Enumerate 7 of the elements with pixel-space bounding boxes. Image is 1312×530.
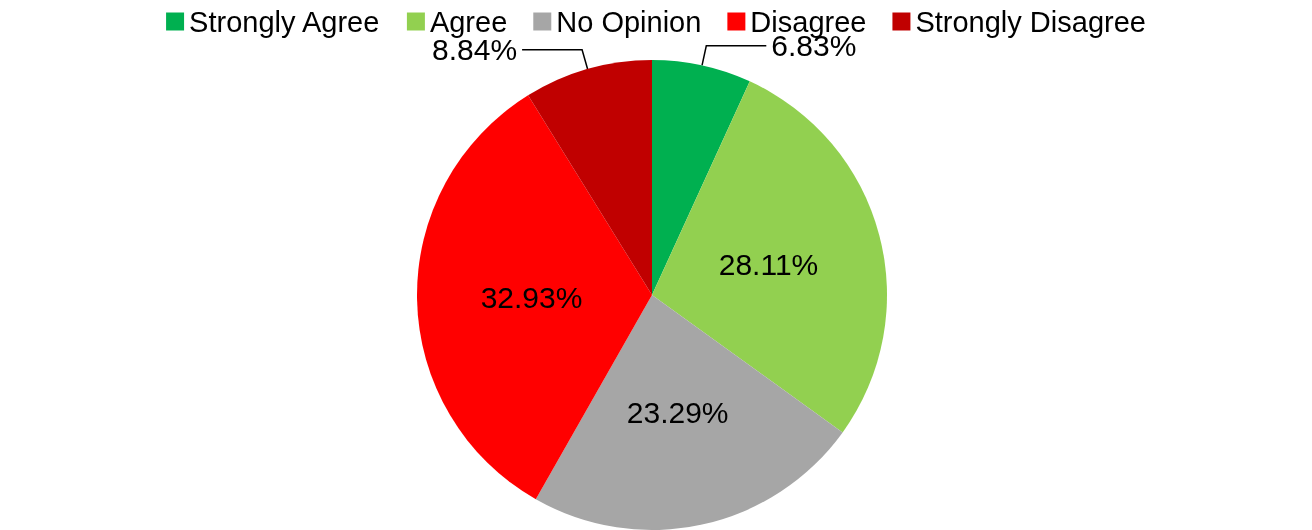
legend-label: No Opinion [556,5,702,38]
legend-label: Agree [429,5,508,38]
legend-label: Strongly Agree [189,5,380,38]
data-label: 23.29% [626,396,729,430]
data-label: 32.93% [480,280,583,314]
legend-label: Strongly Disagree [915,5,1146,38]
data-label: 28.11% [718,247,819,281]
